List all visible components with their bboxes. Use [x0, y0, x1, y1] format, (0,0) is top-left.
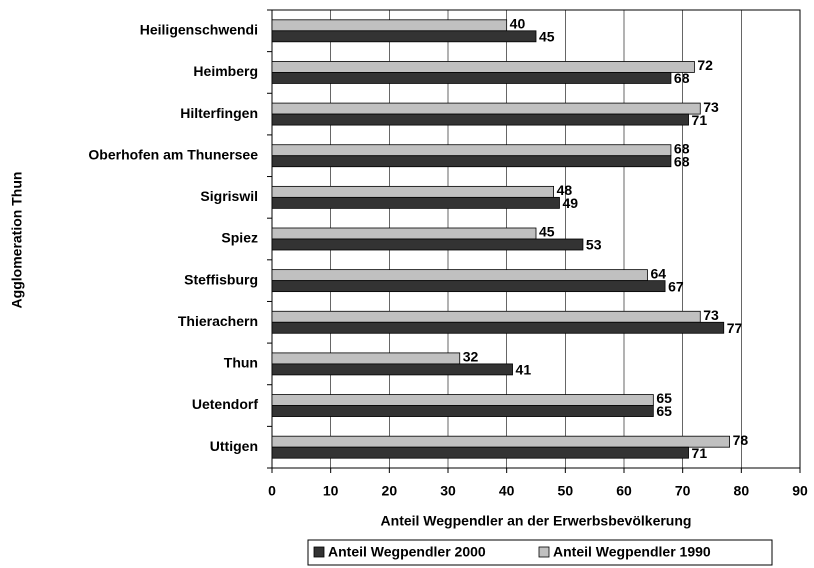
data-label: 49	[562, 195, 578, 211]
legend-swatch	[538, 546, 550, 558]
bar	[271, 113, 689, 126]
data-label: 41	[516, 362, 532, 378]
bar	[271, 363, 513, 376]
x-tick-label: 50	[558, 483, 574, 499]
y-tick-label: Thierachern	[178, 313, 258, 329]
y-tick-label: Heimberg	[193, 63, 258, 79]
bar	[271, 280, 666, 293]
data-label: 78	[733, 432, 749, 448]
bar	[271, 102, 701, 115]
bar	[271, 227, 537, 240]
x-tick-label: 10	[323, 483, 339, 499]
data-label: 40	[510, 16, 526, 32]
bar	[271, 61, 695, 73]
bar	[271, 155, 672, 168]
data-label: 67	[668, 278, 684, 294]
bar	[271, 269, 648, 282]
y-tick-label: Sigriswil	[200, 188, 258, 204]
bar	[271, 238, 584, 251]
bar	[271, 446, 689, 459]
x-tick-label: 80	[734, 483, 750, 499]
bar	[271, 19, 508, 32]
data-label: 68	[674, 153, 690, 169]
x-tick-label: 30	[440, 483, 456, 499]
bar	[271, 72, 672, 84]
data-label: 73	[703, 307, 719, 323]
x-tick-label: 20	[382, 483, 398, 499]
bar	[271, 310, 701, 323]
data-label: 68	[674, 140, 690, 156]
bar	[271, 394, 654, 406]
bar	[271, 196, 560, 209]
bar	[271, 352, 461, 365]
legend-label: Anteil Wegpendler 1990	[553, 544, 711, 560]
data-label: 65	[656, 390, 672, 406]
bar	[271, 30, 537, 43]
x-tick-label: 60	[616, 483, 632, 499]
data-label: 32	[463, 349, 479, 365]
data-label: 72	[697, 57, 713, 73]
data-label: 45	[539, 224, 555, 240]
y-tick-label: Oberhofen am Thunersee	[88, 146, 258, 162]
data-label: 77	[727, 320, 743, 336]
y-tick-label: Uetendorf	[192, 396, 258, 412]
y-tick-label: Thun	[224, 355, 258, 371]
y-tick-label: Steffisburg	[184, 271, 258, 287]
y-tick-label: Heiligenschwendi	[140, 22, 258, 38]
data-label: 71	[692, 445, 708, 461]
data-label: 65	[656, 403, 672, 419]
bar	[271, 435, 731, 448]
y-tick-label: Uttigen	[210, 438, 258, 454]
y-tick-label: Hilterfingen	[180, 105, 258, 121]
bar	[271, 144, 672, 157]
y-axis-label: Agglomeration Thun	[9, 172, 25, 309]
data-label: 48	[557, 182, 573, 198]
data-label: 68	[674, 70, 690, 86]
x-tick-label: 40	[499, 483, 515, 499]
legend-swatch	[313, 546, 325, 558]
data-label: 45	[539, 29, 555, 45]
x-axis-label: Anteil Wegpendler an der Erwerbsbevölker…	[381, 513, 692, 529]
data-label: 64	[650, 265, 666, 281]
x-tick-label: 70	[675, 483, 691, 499]
bar	[271, 405, 654, 417]
y-tick-label: Spiez	[221, 230, 258, 246]
data-label: 73	[703, 99, 719, 115]
legend-label: Anteil Wegpendler 2000	[328, 544, 486, 560]
bar	[271, 185, 555, 198]
x-tick-label: 0	[268, 483, 276, 499]
x-tick-label: 90	[792, 483, 808, 499]
data-label: 71	[692, 112, 708, 128]
bar	[271, 321, 725, 334]
data-label: 53	[586, 237, 602, 253]
